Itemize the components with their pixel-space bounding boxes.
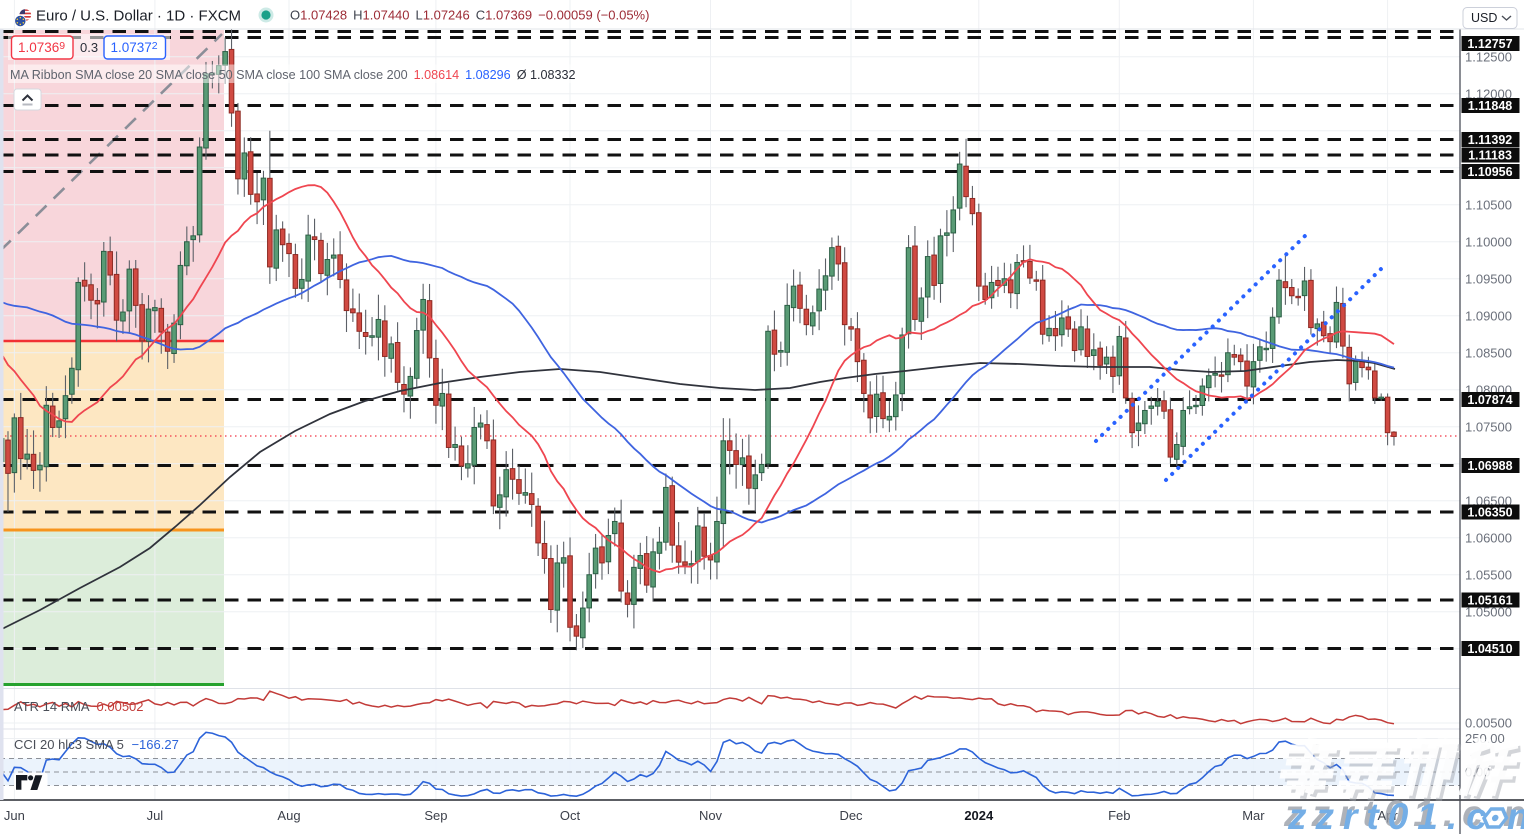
svg-text:1.12500: 1.12500 [1465,49,1512,64]
svg-text:1.04510: 1.04510 [1467,642,1512,656]
svg-text:1.12000: 1.12000 [1465,86,1512,101]
svg-text:MA Ribbon SMA close 20 SMA clo: MA Ribbon SMA close 20 SMA close 50 SMA … [10,68,576,82]
svg-text:Nov: Nov [699,808,723,823]
svg-text:1.11392: 1.11392 [1468,133,1513,147]
svg-text:USD: USD [1471,11,1497,25]
svg-text:Feb: Feb [1108,808,1130,823]
svg-text:1.05161: 1.05161 [1467,594,1512,608]
svg-text:1.10500: 1.10500 [1465,197,1512,212]
svg-text:0.3: 0.3 [80,40,98,55]
svg-text:Oct: Oct [560,808,581,823]
svg-text:1.07372: 1.07372 [111,40,158,55]
svg-text:Dec: Dec [839,808,863,823]
svg-text:1.05000: 1.05000 [1465,604,1512,619]
svg-text:ATR 14 RMA 0.00502: ATR 14 RMA 0.00502 [14,699,144,714]
svg-text:Aug: Aug [277,808,300,823]
svg-text:2024: 2024 [964,808,994,823]
svg-text:1.10956: 1.10956 [1467,165,1512,179]
svg-text:1.07500: 1.07500 [1465,419,1512,434]
svg-text:1.11848: 1.11848 [1468,99,1513,113]
svg-text:n: n [1503,793,1524,834]
svg-text:Euro / U.S. Dollar · 1D · FXCM: Euro / U.S. Dollar · 1D · FXCM [36,8,241,25]
svg-text:Apr: Apr [1377,808,1398,823]
svg-text:1.12757: 1.12757 [1467,37,1512,51]
svg-text:1.05500: 1.05500 [1465,567,1512,582]
svg-text:1.07874: 1.07874 [1467,393,1512,407]
svg-text:CCI 20 hlc3 SMA 5 −166.27: CCI 20 hlc3 SMA 5 −166.27 [14,737,179,752]
svg-text:1.07369: 1.07369 [18,40,65,55]
svg-text:1.06350: 1.06350 [1467,506,1512,520]
svg-text:1.09000: 1.09000 [1465,308,1512,323]
svg-text:Sep: Sep [424,808,447,823]
svg-text:0.00500: 0.00500 [1465,716,1512,731]
svg-text:Jun: Jun [4,808,25,823]
svg-text:1.06988: 1.06988 [1467,459,1512,473]
svg-text:1.08500: 1.08500 [1465,345,1512,360]
svg-text:Jul: Jul [147,808,164,823]
svg-text:1.10000: 1.10000 [1465,234,1512,249]
svg-text:1.11183: 1.11183 [1468,149,1512,163]
svg-text:zzrt01.c: zzrt01.c [1287,796,1496,834]
svg-text:Mar: Mar [1242,808,1265,823]
svg-text:1.06000: 1.06000 [1465,530,1512,545]
svg-text:1.09500: 1.09500 [1465,271,1512,286]
svg-text:n: n [1507,796,1524,834]
svg-text:250.00: 250.00 [1465,731,1505,746]
svg-text:zzrt01.c: zzrt01.c [1283,793,1492,834]
